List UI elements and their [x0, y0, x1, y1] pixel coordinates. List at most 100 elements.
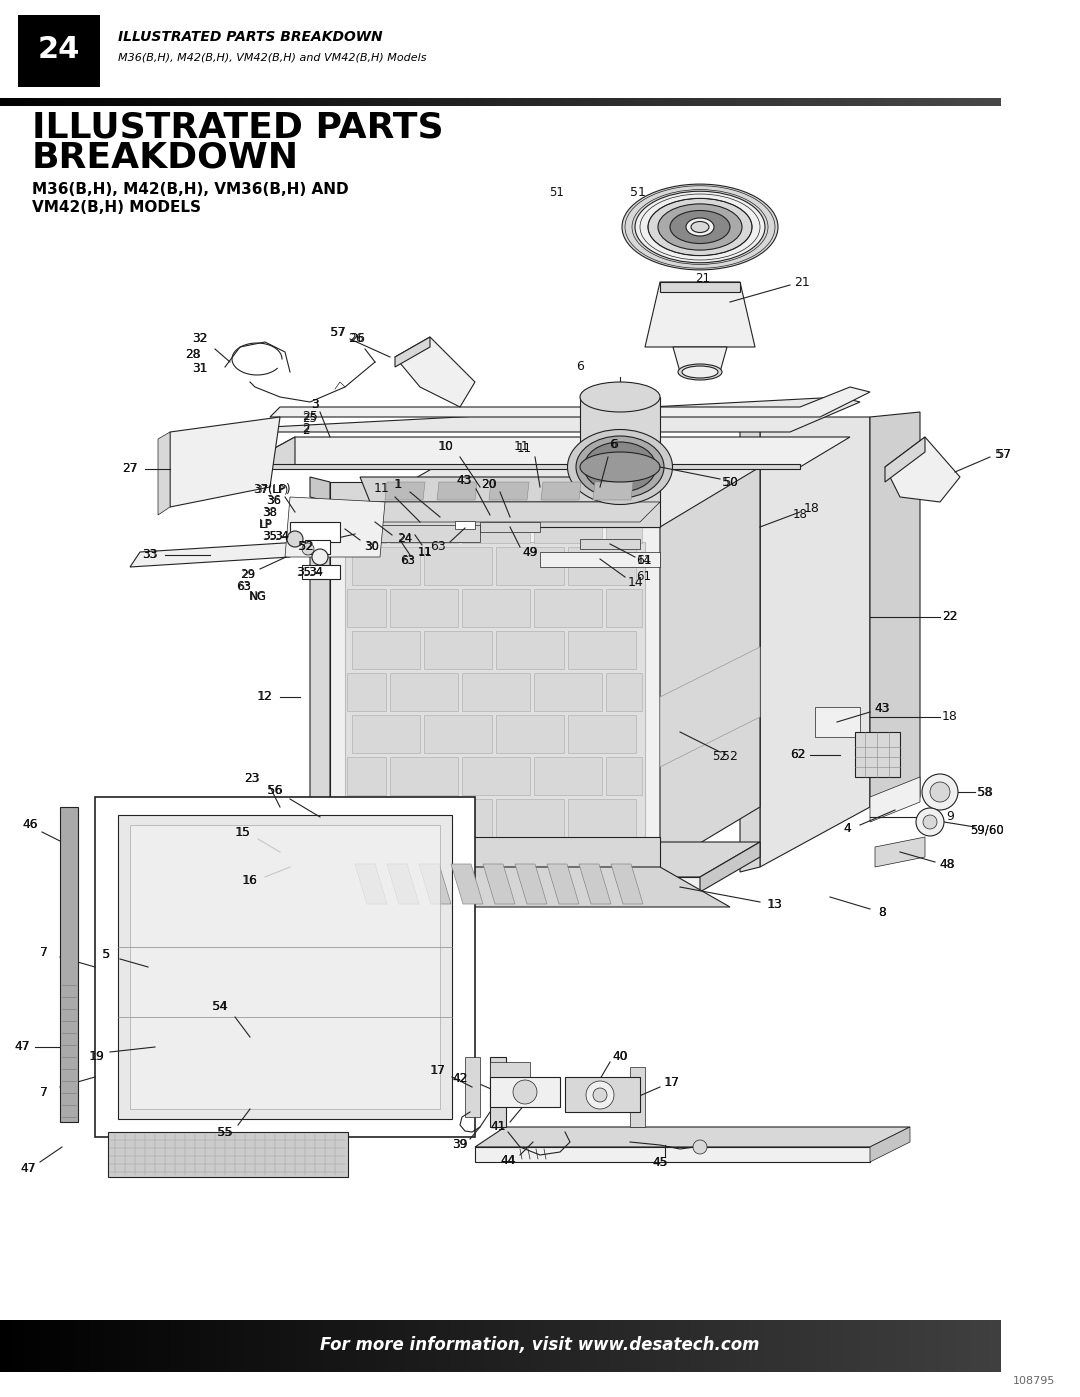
Bar	[249, 98, 256, 106]
Bar	[175, 98, 181, 106]
Bar	[495, 98, 501, 106]
Bar	[245, 1320, 251, 1372]
Text: 44: 44	[500, 1154, 515, 1166]
Text: 63: 63	[237, 583, 251, 592]
Bar	[905, 1320, 912, 1372]
Bar	[765, 1320, 771, 1372]
Bar	[960, 98, 966, 106]
Bar	[200, 1320, 206, 1372]
Text: 7: 7	[40, 1085, 48, 1098]
Polygon shape	[760, 416, 870, 868]
Text: 49: 49	[523, 545, 538, 559]
Bar	[490, 1320, 496, 1372]
Polygon shape	[108, 1132, 348, 1178]
Bar	[590, 98, 596, 106]
Text: 41: 41	[490, 1120, 505, 1133]
Bar	[350, 98, 356, 106]
Text: 61: 61	[636, 570, 651, 584]
Bar	[230, 1320, 237, 1372]
Text: 12: 12	[257, 690, 272, 704]
Text: 6: 6	[576, 360, 584, 373]
Text: 47: 47	[21, 1162, 36, 1175]
Ellipse shape	[580, 381, 660, 412]
Bar	[685, 1320, 691, 1372]
Bar	[375, 1320, 381, 1372]
Bar	[465, 98, 471, 106]
Bar	[575, 1320, 581, 1372]
Text: 56: 56	[268, 785, 283, 798]
Bar	[25, 98, 31, 106]
Bar	[195, 1320, 201, 1372]
Bar	[625, 1320, 631, 1372]
Bar	[745, 1320, 751, 1372]
Bar	[85, 98, 91, 106]
Bar	[675, 98, 681, 106]
Text: 16: 16	[242, 875, 258, 887]
Text: 15: 15	[235, 827, 251, 840]
Polygon shape	[390, 590, 458, 627]
Bar	[330, 1320, 336, 1372]
Bar	[120, 98, 126, 106]
Bar	[831, 98, 836, 106]
Text: 63: 63	[237, 581, 252, 594]
Text: 57: 57	[997, 448, 1012, 461]
Bar	[540, 98, 546, 106]
Bar	[550, 1320, 556, 1372]
Bar	[345, 1320, 351, 1372]
Bar	[325, 98, 330, 106]
Text: 28: 28	[185, 348, 201, 360]
Polygon shape	[424, 799, 492, 837]
Bar	[140, 98, 146, 106]
Text: 46: 46	[22, 819, 38, 831]
Text: 19: 19	[90, 1049, 105, 1063]
Text: 59/60: 59/60	[970, 823, 1004, 837]
Bar	[485, 1320, 491, 1372]
Bar	[255, 98, 261, 106]
Text: 10: 10	[438, 440, 454, 454]
Polygon shape	[384, 482, 426, 500]
Text: 63: 63	[401, 556, 415, 566]
Text: 35: 35	[297, 567, 311, 577]
Bar	[21, 1320, 26, 1372]
Bar	[235, 1320, 241, 1372]
Bar	[114, 1320, 121, 1372]
Bar	[455, 98, 461, 106]
Text: 15: 15	[235, 827, 251, 840]
Text: 40: 40	[612, 1051, 627, 1063]
Polygon shape	[310, 476, 330, 502]
Bar	[525, 98, 531, 106]
Bar	[995, 98, 1001, 106]
Bar	[745, 98, 751, 106]
Bar	[65, 98, 71, 106]
Bar	[980, 1320, 986, 1372]
Bar	[615, 1320, 621, 1372]
Polygon shape	[475, 1127, 910, 1147]
Bar	[930, 1320, 936, 1372]
Text: 29: 29	[241, 569, 256, 581]
Polygon shape	[355, 863, 387, 904]
Text: 35: 35	[297, 566, 311, 578]
Text: 14: 14	[636, 555, 651, 567]
Bar	[75, 98, 81, 106]
Bar	[445, 98, 451, 106]
Bar	[780, 98, 786, 106]
Bar	[360, 1320, 366, 1372]
Bar	[345, 98, 351, 106]
Bar	[455, 1320, 461, 1372]
Polygon shape	[118, 814, 453, 1119]
Bar	[190, 98, 195, 106]
Polygon shape	[606, 504, 642, 543]
Bar	[635, 1320, 642, 1372]
Polygon shape	[455, 521, 475, 529]
Polygon shape	[347, 504, 386, 543]
Polygon shape	[700, 842, 760, 893]
Bar	[291, 98, 296, 106]
Bar	[150, 1320, 156, 1372]
Bar	[990, 98, 996, 106]
Bar	[831, 1320, 836, 1372]
Text: 27: 27	[122, 462, 138, 475]
Bar	[350, 1320, 356, 1372]
Ellipse shape	[580, 453, 660, 482]
Bar	[610, 98, 616, 106]
Bar	[545, 98, 551, 106]
